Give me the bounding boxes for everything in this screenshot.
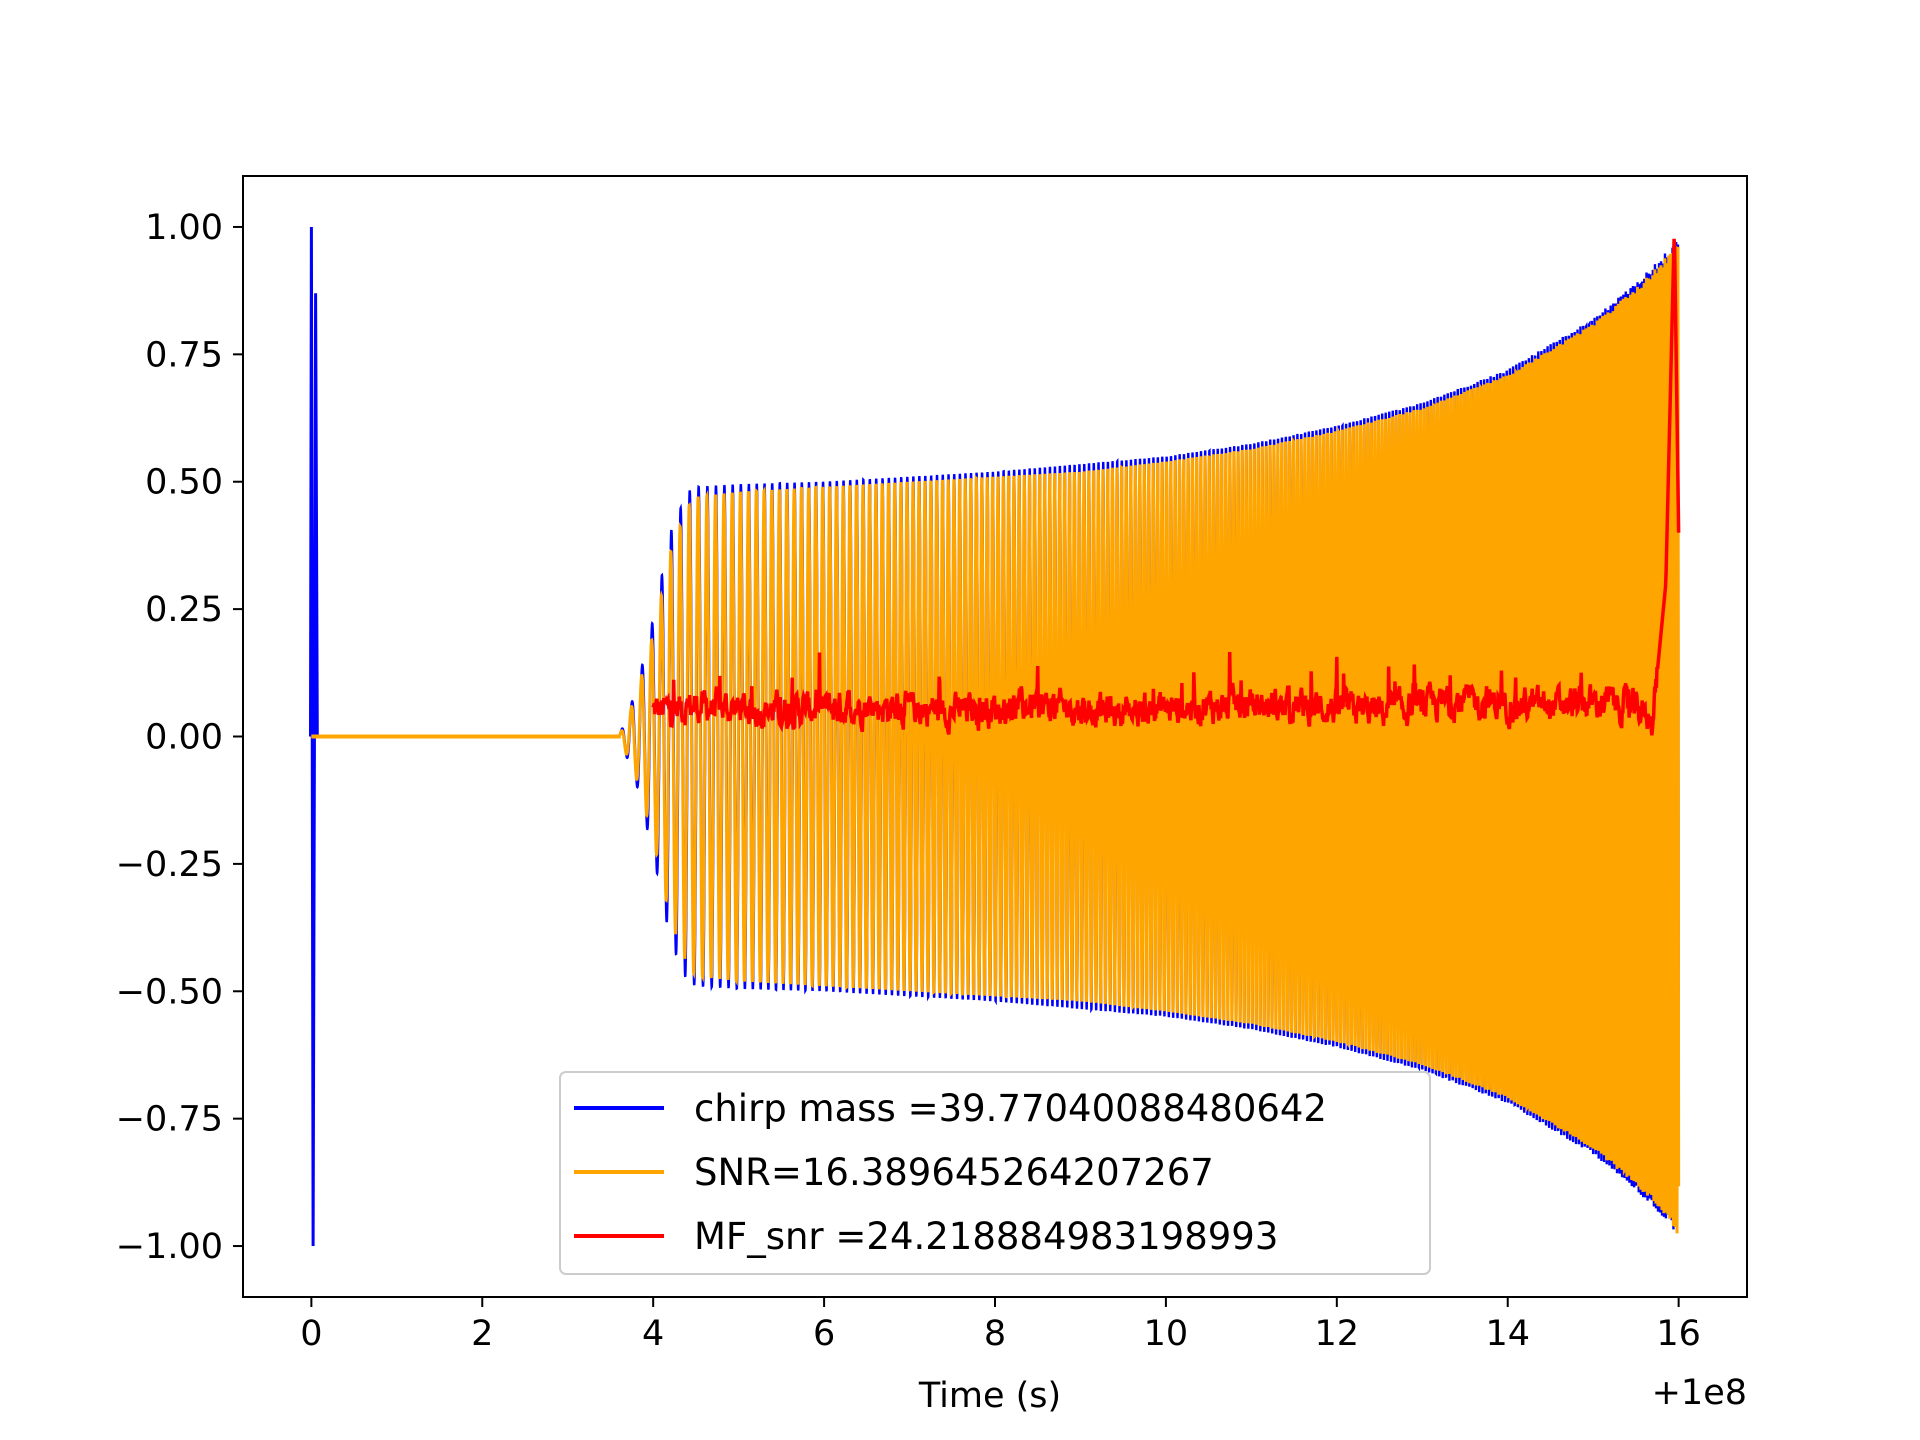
y-tick-label: 0.25 <box>145 590 223 630</box>
y-tick-label: −0.75 <box>116 1100 223 1140</box>
x-tick-label: 10 <box>1144 1314 1189 1354</box>
x-tick-label: 16 <box>1656 1314 1701 1354</box>
x-tick-label: 14 <box>1485 1314 1530 1354</box>
legend-box <box>559 1071 1431 1275</box>
ticks-group: 0 2 4 6 8 10 12 14 16 1.00 0.75 0.50 0.25 0.00 −0.25 −0… <box>116 208 1701 1354</box>
series-mf-snr-line <box>651 238 1681 736</box>
x-axis-offset-label: +1e8 <box>1652 1373 1747 1413</box>
series-snr-line <box>311 243 1681 1234</box>
x-tick-label: 8 <box>984 1314 1006 1354</box>
y-tick-label: 0.75 <box>145 335 223 375</box>
legend-entry-label: MF_snr =24.218884983198993 <box>694 1215 1278 1258</box>
x-tick-label: 2 <box>471 1314 493 1354</box>
y-tick-label: −0.50 <box>116 972 223 1012</box>
x-axis-label: Time (s) <box>918 1376 1061 1416</box>
legend-entry-label: chirp mass =39.77040088480642 <box>694 1087 1327 1130</box>
y-tick-label: 1.00 <box>145 208 223 248</box>
plot-series-group <box>309 226 1681 1247</box>
series-chirp-mass-spike <box>309 226 319 1247</box>
x-tick-label: 6 <box>813 1314 835 1354</box>
x-tick-label: 0 <box>300 1314 322 1354</box>
legend-entry-label: SNR=16.389645264207267 <box>694 1151 1214 1194</box>
y-tick-label: 0.00 <box>145 718 223 758</box>
y-tick-label: 0.50 <box>145 463 223 503</box>
legend: chirp mass =39.77040088480642 SNR=16.3896… <box>559 1071 1431 1275</box>
y-tick-label: −1.00 <box>116 1227 223 1267</box>
x-tick-label: 12 <box>1315 1314 1360 1354</box>
x-tick-label: 4 <box>642 1314 664 1354</box>
y-tick-label: −0.25 <box>116 845 223 885</box>
